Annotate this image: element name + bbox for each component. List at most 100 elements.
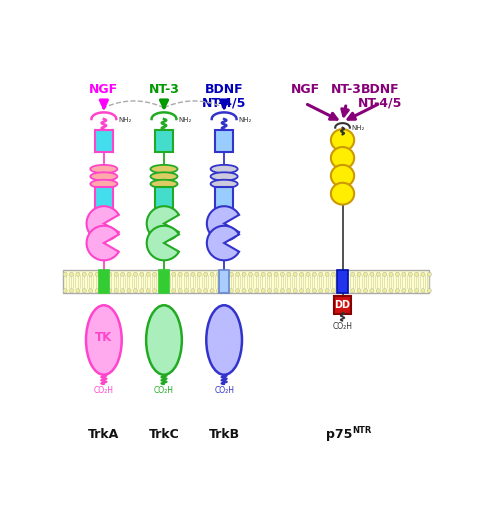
Circle shape xyxy=(388,288,392,293)
Circle shape xyxy=(210,288,214,293)
Circle shape xyxy=(127,288,131,293)
Circle shape xyxy=(95,288,99,293)
Circle shape xyxy=(356,288,361,293)
Circle shape xyxy=(267,272,271,277)
Circle shape xyxy=(388,272,392,277)
Bar xyxy=(336,270,347,293)
Bar xyxy=(159,270,168,293)
Ellipse shape xyxy=(146,305,182,375)
Circle shape xyxy=(101,272,106,277)
FancyBboxPatch shape xyxy=(333,296,350,314)
Circle shape xyxy=(210,272,214,277)
Circle shape xyxy=(414,272,418,277)
Circle shape xyxy=(133,288,137,293)
Circle shape xyxy=(107,288,112,293)
Circle shape xyxy=(382,272,386,277)
Circle shape xyxy=(363,288,367,293)
Ellipse shape xyxy=(90,172,117,180)
FancyBboxPatch shape xyxy=(155,130,173,151)
Circle shape xyxy=(318,272,322,277)
Circle shape xyxy=(286,288,290,293)
Text: NH₂: NH₂ xyxy=(178,117,191,123)
Circle shape xyxy=(171,288,176,293)
Ellipse shape xyxy=(210,165,237,173)
Circle shape xyxy=(235,272,239,277)
Circle shape xyxy=(178,272,182,277)
Circle shape xyxy=(286,272,290,277)
Text: NT-3: NT-3 xyxy=(148,83,179,96)
Circle shape xyxy=(235,288,239,293)
Ellipse shape xyxy=(206,305,242,375)
Text: CO₂H: CO₂H xyxy=(214,386,234,394)
Circle shape xyxy=(171,272,176,277)
Circle shape xyxy=(146,272,150,277)
Circle shape xyxy=(191,272,195,277)
Circle shape xyxy=(376,272,379,277)
Circle shape xyxy=(248,272,252,277)
Circle shape xyxy=(69,288,74,293)
Circle shape xyxy=(401,288,405,293)
Circle shape xyxy=(407,272,411,277)
Circle shape xyxy=(76,288,80,293)
Circle shape xyxy=(127,272,131,277)
Circle shape xyxy=(292,288,297,293)
Circle shape xyxy=(280,272,284,277)
Circle shape xyxy=(184,272,188,277)
Circle shape xyxy=(331,288,335,293)
Text: NT-3: NT-3 xyxy=(330,83,361,96)
Text: NH₂: NH₂ xyxy=(238,117,251,123)
Circle shape xyxy=(312,288,316,293)
Text: BDNF
NT-4/5: BDNF NT-4/5 xyxy=(357,83,401,110)
Circle shape xyxy=(152,272,156,277)
Circle shape xyxy=(242,272,245,277)
Circle shape xyxy=(280,288,284,293)
Text: NH₂: NH₂ xyxy=(118,117,131,123)
Circle shape xyxy=(191,288,195,293)
Text: CO₂H: CO₂H xyxy=(94,386,114,394)
Circle shape xyxy=(394,288,399,293)
Circle shape xyxy=(133,272,137,277)
Text: TrkB: TrkB xyxy=(208,428,239,441)
Text: NTR: NTR xyxy=(351,425,371,435)
Wedge shape xyxy=(86,206,119,241)
Ellipse shape xyxy=(210,180,237,188)
Circle shape xyxy=(312,272,316,277)
Circle shape xyxy=(426,288,431,293)
Circle shape xyxy=(420,272,424,277)
Circle shape xyxy=(299,272,303,277)
Circle shape xyxy=(344,272,348,277)
Circle shape xyxy=(114,288,118,293)
Circle shape xyxy=(165,288,169,293)
Circle shape xyxy=(76,272,80,277)
Circle shape xyxy=(337,288,341,293)
Circle shape xyxy=(376,288,379,293)
Circle shape xyxy=(394,272,399,277)
FancyBboxPatch shape xyxy=(155,187,173,209)
FancyBboxPatch shape xyxy=(215,130,233,151)
Circle shape xyxy=(260,272,265,277)
Circle shape xyxy=(107,272,112,277)
Circle shape xyxy=(382,288,386,293)
Circle shape xyxy=(222,288,227,293)
Circle shape xyxy=(165,272,169,277)
Text: CO₂H: CO₂H xyxy=(332,322,352,331)
Circle shape xyxy=(178,288,182,293)
Text: NH₂: NH₂ xyxy=(351,126,364,131)
Wedge shape xyxy=(206,206,239,241)
Text: TK: TK xyxy=(95,330,112,343)
Circle shape xyxy=(216,272,220,277)
Circle shape xyxy=(254,272,258,277)
Ellipse shape xyxy=(150,172,177,180)
Circle shape xyxy=(254,288,258,293)
Circle shape xyxy=(260,288,265,293)
Ellipse shape xyxy=(86,305,121,375)
Circle shape xyxy=(267,288,271,293)
Text: BDNF
NT-4/5: BDNF NT-4/5 xyxy=(201,83,246,110)
Circle shape xyxy=(318,288,322,293)
Circle shape xyxy=(159,272,163,277)
Circle shape xyxy=(101,288,106,293)
Circle shape xyxy=(216,288,220,293)
Ellipse shape xyxy=(150,165,177,173)
Circle shape xyxy=(350,288,354,293)
Text: p75: p75 xyxy=(325,428,351,441)
